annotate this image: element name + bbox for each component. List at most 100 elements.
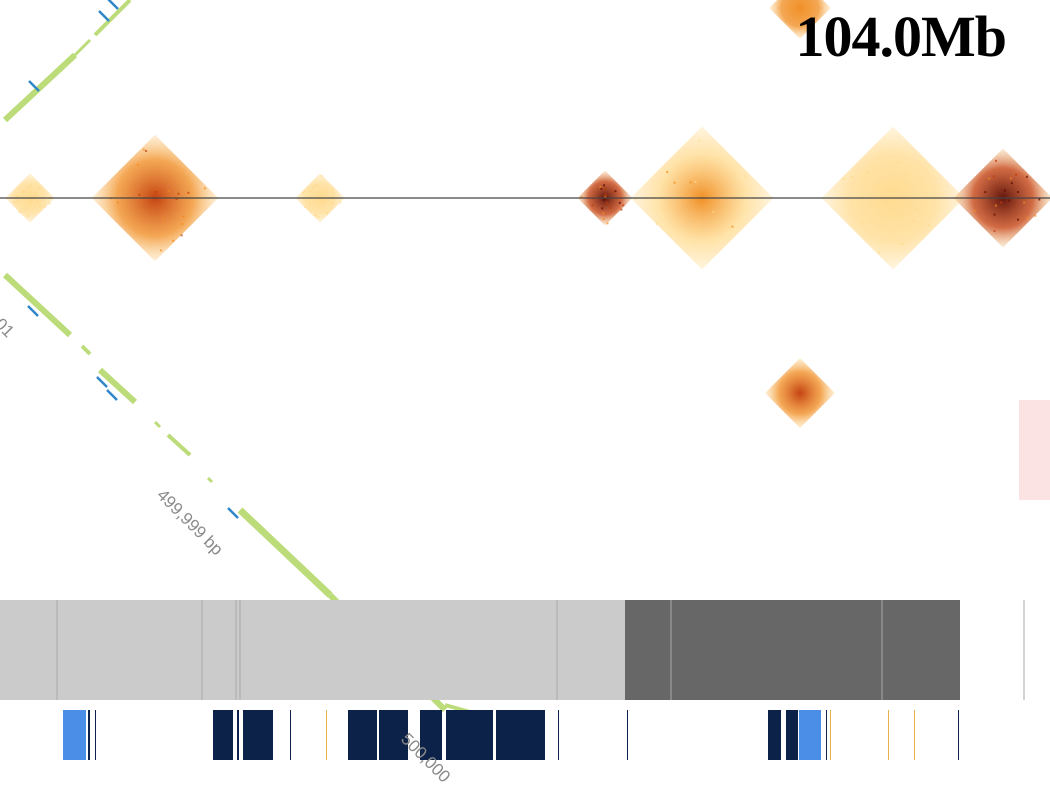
gene-feature[interactable]	[914, 710, 915, 760]
contact-pixel	[314, 214, 317, 217]
contact-pixel	[591, 204, 594, 207]
contact-pixel	[878, 251, 881, 254]
contact-pixel	[602, 212, 605, 215]
gene-feature[interactable]	[348, 710, 377, 760]
contact-pixel	[1017, 218, 1020, 221]
alignment-segment	[2, 272, 73, 338]
contact-pixel	[662, 207, 665, 210]
contact-pixel	[591, 197, 594, 200]
contact-pixel	[160, 249, 163, 252]
contact-pixel	[1000, 201, 1003, 204]
contact-pixel	[38, 205, 41, 208]
contact-pixel	[973, 209, 976, 212]
contact-pixel	[614, 190, 617, 193]
contact-pixel	[1034, 214, 1037, 217]
gene-feature[interactable]	[290, 710, 291, 760]
diagonal-coordinate-label-mid: 499,999 bp	[153, 485, 227, 559]
contact-pixel	[725, 227, 728, 230]
contact-pixel	[1017, 191, 1020, 194]
contact-pixel	[203, 187, 206, 190]
contact-pixel	[321, 199, 324, 202]
gene-feature[interactable]	[558, 710, 559, 760]
alignment-segment	[80, 344, 92, 356]
gene-feature[interactable]	[799, 710, 821, 760]
contact-pixel	[11, 195, 14, 198]
contact-pixel	[177, 192, 180, 195]
contact-pixel	[915, 208, 918, 211]
contact-pixel	[994, 204, 997, 207]
alignment-segment	[93, 0, 132, 37]
gene-feature[interactable]	[888, 710, 889, 760]
contact-pixel	[187, 191, 190, 194]
contact-pixel	[308, 202, 311, 205]
contact-pixel	[138, 193, 141, 196]
contact-pixel	[161, 217, 164, 220]
contact-pixel	[606, 201, 609, 204]
gene-feature[interactable]	[958, 710, 959, 760]
contact-pixel	[861, 221, 864, 224]
gene-feature[interactable]	[786, 710, 798, 760]
gene-feature[interactable]	[243, 710, 273, 760]
contact-pixel	[315, 198, 318, 201]
contact-pixel	[16, 200, 19, 203]
contact-pixel	[117, 201, 120, 204]
contact-pixel	[888, 189, 891, 192]
contact-pixel	[136, 163, 139, 166]
contact-pixel	[325, 212, 328, 215]
offdiagonal-contact-block	[769, 0, 831, 39]
contact-pixel	[304, 205, 307, 208]
offdiagonal-contact-block	[765, 358, 835, 428]
gene-feature[interactable]	[826, 710, 827, 760]
contact-pixel	[580, 195, 583, 198]
contact-pixel	[322, 201, 325, 204]
gene-feature[interactable]	[379, 710, 408, 760]
contact-pixel	[993, 230, 996, 233]
genomic-position-label: 104.0Mb	[795, 4, 1007, 69]
gene-feature[interactable]	[627, 710, 628, 760]
alignment-segment	[73, 38, 92, 57]
gene-feature[interactable]	[237, 710, 239, 760]
gene-feature[interactable]	[95, 710, 96, 760]
gene-feature[interactable]	[420, 710, 442, 760]
contact-pixel	[620, 208, 623, 211]
contact-pixel	[302, 191, 305, 194]
gene-feature[interactable]	[496, 710, 545, 760]
contact-pixel	[1008, 199, 1011, 202]
contact-pixel	[175, 197, 178, 200]
contact-pixel	[13, 200, 16, 203]
contact-pixel	[167, 190, 170, 193]
contact-pixel	[602, 218, 605, 221]
contact-pixel	[673, 181, 676, 184]
contact-pixel	[992, 175, 995, 178]
contact-pixel	[928, 224, 931, 227]
band-segment	[625, 600, 960, 700]
contact-pixel	[993, 213, 996, 216]
contact-pixel	[694, 230, 697, 233]
gene-feature[interactable]	[213, 710, 233, 760]
contact-pixel	[1023, 201, 1026, 204]
contact-pixel	[603, 184, 606, 187]
gene-feature[interactable]	[830, 710, 831, 760]
gene-feature[interactable]	[446, 710, 493, 760]
contact-pixel	[666, 171, 669, 174]
contact-pixel	[994, 159, 997, 162]
gene-feature[interactable]	[326, 710, 327, 760]
contact-pixel	[606, 222, 609, 225]
contact-pixel	[14, 194, 17, 197]
contact-pixel	[317, 216, 320, 219]
contact-pixel	[897, 161, 900, 164]
alignment-segment	[153, 420, 162, 429]
contact-pixel	[1025, 175, 1028, 178]
contact-pixel	[142, 148, 145, 151]
contact-pixel	[325, 189, 328, 192]
gene-feature[interactable]	[768, 710, 781, 760]
contact-pixel	[866, 171, 869, 174]
alignment-tick	[227, 507, 239, 519]
contact-pixel	[21, 190, 24, 193]
gene-feature[interactable]	[88, 710, 90, 760]
contact-pixel	[304, 190, 307, 193]
contact-pixel	[331, 195, 334, 198]
contact-pixel	[609, 206, 612, 209]
gene-feature[interactable]	[63, 710, 86, 760]
